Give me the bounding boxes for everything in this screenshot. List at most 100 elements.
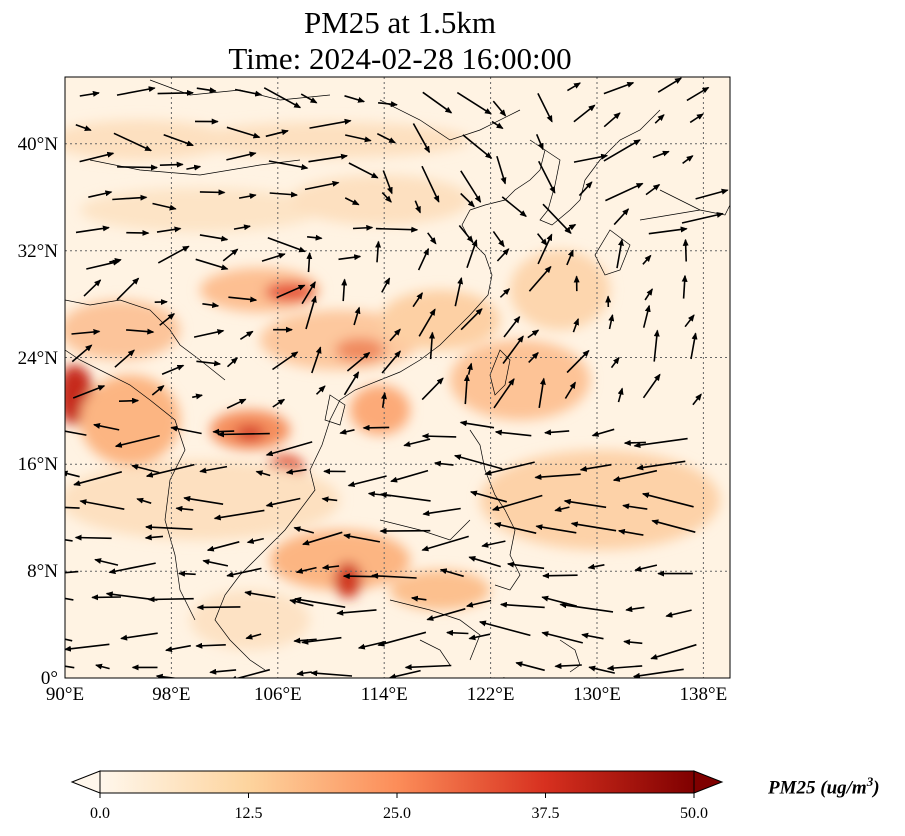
wind-arrow [379, 492, 431, 502]
colorbar-tick-label: 0.0 [90, 805, 110, 822]
wind-arrow [681, 212, 724, 224]
wind-arrow [344, 197, 360, 206]
wind-arrow [623, 639, 643, 646]
wind-arrow [566, 349, 590, 374]
wind-arrow [294, 596, 346, 608]
wind-arrow [617, 528, 644, 536]
wind-arrow [183, 495, 224, 505]
wind-arrow [421, 535, 469, 552]
wind-arrow [144, 534, 164, 541]
wind-arrow [136, 497, 152, 504]
wind-arrow [202, 559, 229, 567]
wind-arrow [344, 95, 366, 103]
wind-arrow [459, 420, 495, 429]
wind-arrow [217, 431, 270, 438]
lon-tick-label: 130°E [573, 684, 621, 705]
wind-arrow [579, 463, 612, 472]
wind-arrow [212, 428, 235, 435]
wind-arrow [341, 278, 348, 302]
wind-arrow [541, 631, 583, 644]
wind-arrow [343, 371, 360, 396]
wind-arrow [120, 632, 158, 641]
wind-arrow [535, 524, 577, 534]
wind-arrow [682, 238, 689, 262]
wind-arrow [603, 81, 635, 95]
lat-tick-label: 8°N [27, 561, 58, 582]
wind-arrow [209, 668, 237, 675]
wind-arrow [83, 279, 102, 297]
wind-arrow [493, 522, 537, 534]
wind-arrow [118, 397, 140, 404]
wind-arrow [238, 193, 257, 200]
lat-tick-label: 40°N [18, 134, 59, 155]
wind-arrow [573, 153, 609, 163]
wind-arrow [272, 351, 299, 371]
wind-arrow [371, 572, 417, 579]
wind-arrow [157, 245, 190, 264]
wind-arrow [501, 196, 527, 218]
wind-arrow [193, 329, 225, 338]
wind-arrow [304, 180, 340, 191]
wind-arrow [94, 558, 119, 566]
wind-arrow [196, 87, 217, 94]
lon-tick-label: 122°E [467, 684, 515, 705]
wind-arrow [199, 234, 229, 242]
lon-tick-labels: 90°E 98°E 106°E 114°E 122°E 130°E 138°E [46, 684, 727, 705]
wind-arrow [484, 461, 535, 476]
wind-arrow [578, 181, 593, 197]
wind-arrow [566, 82, 581, 92]
wind-arrow [421, 433, 457, 440]
wind-arrow [478, 620, 531, 637]
wind-arrow [410, 595, 427, 602]
wind-arrow [226, 398, 247, 409]
wind-arrow [537, 93, 553, 123]
wind-arrow [145, 463, 195, 478]
wind-arrow [112, 194, 148, 201]
wind-arrow [239, 330, 254, 340]
wind-arrow [491, 494, 543, 512]
wind-arrow [347, 475, 387, 488]
wind-arrow [566, 249, 574, 266]
wind-arrow [686, 86, 710, 102]
pm25-field [65, 77, 730, 678]
wind-arrow [226, 126, 261, 139]
wind-arrow [632, 668, 684, 678]
wind-arrow [616, 238, 624, 269]
wind-arrow [645, 183, 661, 196]
wind-arrow [147, 596, 194, 603]
wind-arrow [617, 387, 624, 403]
wind-arrow [536, 233, 548, 246]
wind-arrow [684, 314, 695, 328]
lat-tick-label: 32°N [18, 241, 59, 262]
wind-arrow [648, 226, 688, 235]
wind-arrow [570, 521, 617, 532]
wind-arrow [466, 239, 478, 269]
gridlines [65, 77, 730, 678]
wind-arrow [307, 234, 323, 241]
wind-arrow [499, 288, 511, 298]
colorbar-tick-label: 50.0 [680, 805, 708, 822]
wind-arrow [681, 274, 688, 299]
wind-arrow [310, 670, 353, 677]
wind-arrow [285, 468, 307, 475]
wind-arrow [175, 505, 194, 512]
wind-arrow [376, 132, 396, 144]
wind-arrow [345, 134, 372, 143]
wind-arrow [610, 356, 620, 369]
wind-arrow [117, 164, 158, 171]
wind-arrow [421, 377, 444, 401]
wind-arrow [403, 438, 431, 447]
wind-vectors [65, 77, 729, 678]
wind-arrow [563, 498, 607, 509]
wind-arrow [163, 134, 194, 147]
wind-arrow [170, 425, 202, 435]
wind-arrow [541, 595, 578, 607]
wind-arrow [159, 161, 184, 168]
wind-arrow [492, 100, 507, 117]
wind-arrow [276, 284, 306, 299]
wind-arrow [178, 570, 196, 577]
wind-arrow [199, 189, 226, 196]
wind-arrow [75, 225, 110, 234]
wind-arrow [537, 233, 553, 265]
wind-arrow [311, 346, 322, 374]
